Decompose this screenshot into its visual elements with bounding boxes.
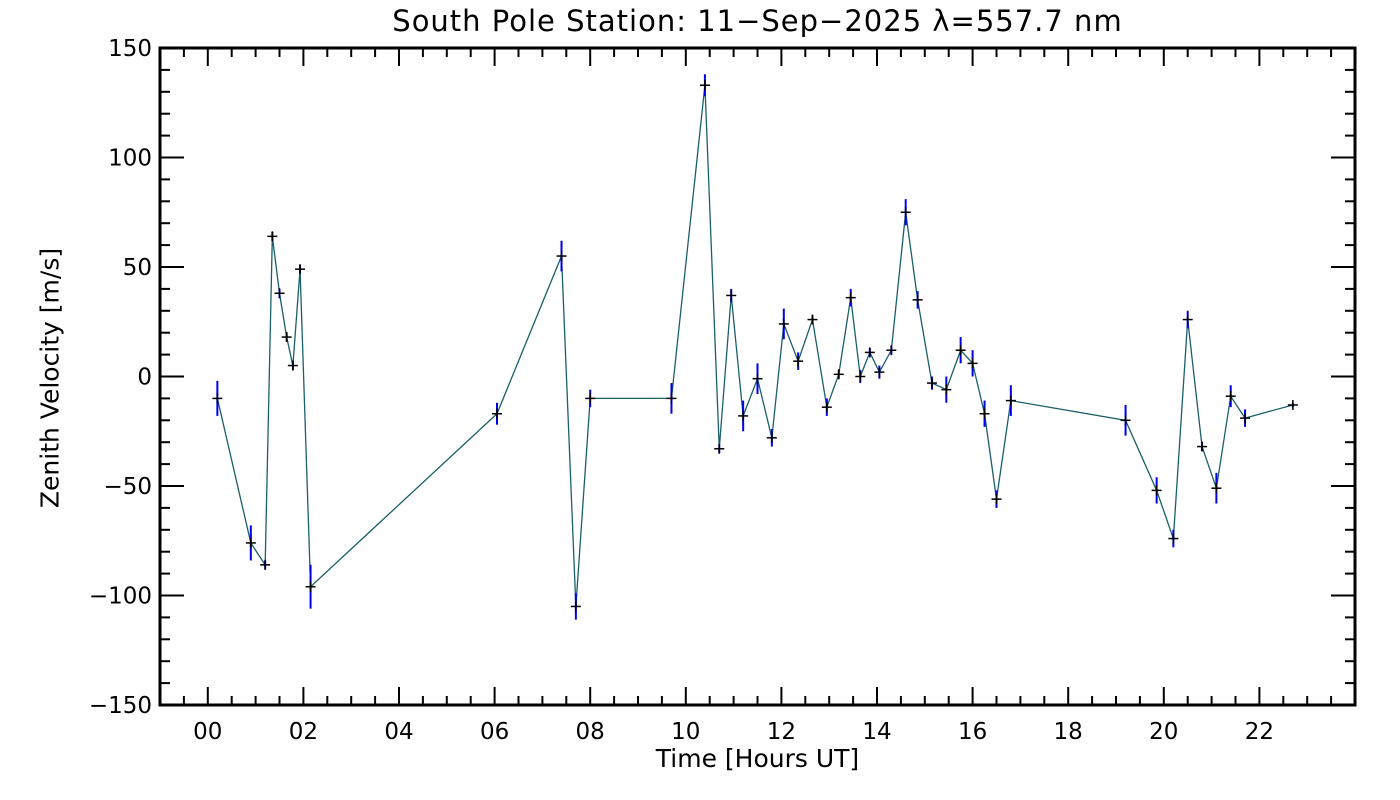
y-tick-label: 0 xyxy=(137,365,152,391)
data-point-marker xyxy=(726,290,737,301)
data-point-marker xyxy=(1005,395,1016,406)
data-point-marker xyxy=(955,345,966,356)
data-point-marker xyxy=(926,378,937,389)
data-point-marker xyxy=(738,410,749,421)
data-point-marker xyxy=(585,393,596,404)
x-tick-label: 18 xyxy=(1054,719,1083,745)
data-point-marker xyxy=(1197,441,1208,452)
data-point-marker xyxy=(766,432,777,443)
data-point-marker xyxy=(305,581,316,592)
data-point-marker xyxy=(991,494,1002,505)
x-tick-label: 04 xyxy=(384,719,413,745)
chart-title: South Pole Station: 11−Sep−2025 λ=557.7 … xyxy=(392,4,1123,38)
data-point-marker xyxy=(1151,485,1162,496)
x-tick-label: 06 xyxy=(480,719,509,745)
data-point-marker xyxy=(1211,483,1222,494)
data-point-marker xyxy=(274,288,285,299)
x-tick-label: 16 xyxy=(958,719,987,745)
data-point-marker xyxy=(807,314,818,325)
x-tick-label: 14 xyxy=(862,719,891,745)
data-point-marker xyxy=(295,264,306,275)
series-line xyxy=(216,85,1294,607)
y-tick-label: 150 xyxy=(108,36,152,62)
x-axis-label: Time [Hours UT] xyxy=(655,744,860,773)
y-tick-label: −150 xyxy=(89,693,152,719)
tick-labels: 00 02 04 06 08 10 12 14 16 18 20 22 150 100 50 0 −50 −100… xyxy=(89,36,1274,745)
data-markers xyxy=(212,80,1298,612)
data-point-marker xyxy=(1240,413,1251,424)
data-point-marker xyxy=(260,559,271,570)
x-tick-label: 08 xyxy=(576,719,605,745)
y-tick-label: 50 xyxy=(123,255,152,281)
data-point-marker xyxy=(570,601,581,612)
series-line-group xyxy=(216,85,1294,607)
data-point-marker xyxy=(699,80,710,91)
data-point-marker xyxy=(833,369,844,380)
y-tick-label: 100 xyxy=(108,146,152,172)
x-tick-label: 22 xyxy=(1245,719,1274,745)
data-point-marker xyxy=(491,408,502,419)
data-point-marker xyxy=(1182,314,1193,325)
data-point-marker xyxy=(864,347,875,358)
data-point-marker xyxy=(714,443,725,454)
data-point-marker xyxy=(212,393,223,404)
data-point-marker xyxy=(874,367,885,378)
data-point-marker xyxy=(1168,533,1179,544)
y-tick-label: −100 xyxy=(89,584,152,610)
data-point-marker xyxy=(287,360,298,371)
data-point-marker xyxy=(967,358,978,369)
data-point-marker xyxy=(941,384,952,395)
error-bars xyxy=(216,74,1294,620)
tick-marks xyxy=(159,47,1356,706)
x-tick-label: 10 xyxy=(671,719,700,745)
data-point-marker xyxy=(556,251,567,262)
data-point-marker xyxy=(855,371,866,382)
data-point-marker xyxy=(778,318,789,329)
x-tick-label: 00 xyxy=(193,719,222,745)
data-point-marker xyxy=(900,207,911,218)
data-point-marker xyxy=(245,537,256,548)
data-point-marker xyxy=(912,294,923,305)
x-tick-label: 20 xyxy=(1149,719,1178,745)
x-tick-label: 12 xyxy=(767,719,796,745)
data-point-marker xyxy=(845,292,856,303)
data-point-marker xyxy=(821,402,832,413)
data-point-marker xyxy=(1225,391,1236,402)
data-point-marker xyxy=(752,373,763,384)
x-tick-label: 02 xyxy=(289,719,318,745)
y-tick-label: −50 xyxy=(103,474,152,500)
data-point-marker xyxy=(281,332,292,343)
data-point-marker xyxy=(793,356,804,367)
data-point-marker xyxy=(1287,399,1298,410)
data-point-marker xyxy=(886,345,897,356)
data-point-marker xyxy=(666,393,677,404)
data-point-marker xyxy=(1120,415,1131,426)
data-point-marker xyxy=(267,231,278,242)
data-point-marker xyxy=(979,408,990,419)
